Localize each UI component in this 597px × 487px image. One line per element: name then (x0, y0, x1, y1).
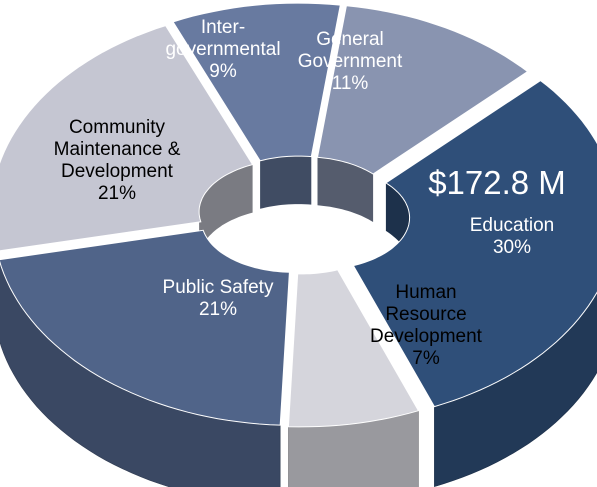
slice-inter-governmental (172, 2, 341, 162)
slice-label-line: General (316, 29, 384, 50)
slice-inner-wall (260, 156, 312, 209)
slice-label: Education 30% (470, 215, 555, 258)
slice-label-line: governmental (165, 39, 280, 60)
slice-inner-wall (199, 164, 253, 260)
slice-label: Community Maintenance & Development 21% (54, 117, 181, 204)
slice-walls (0, 156, 597, 487)
slice-label: Public Safety 21% (163, 277, 274, 320)
slice-labels: Education 30%Human Resource Development 7%Pu… (54, 17, 555, 369)
slice-label-line: 30% (493, 237, 531, 258)
slice-label-line: Human (395, 282, 456, 303)
slice-label-line: Public Safety (163, 277, 274, 298)
slice-human-resource-development (287, 269, 420, 428)
slice-label-line: Inter- (201, 17, 245, 38)
slice-label-line: 21% (98, 183, 136, 204)
slice-label-line: Development (61, 161, 174, 182)
slice-label-line: Community (69, 117, 166, 138)
slice-label-line: 9% (209, 61, 237, 82)
slice-label-line: 7% (412, 348, 440, 369)
slice-community-maintenance-development (0, 25, 254, 252)
slice-label-line: 21% (199, 299, 237, 320)
total-amount-label: $172.8 M (428, 164, 566, 201)
slice-label-line: 11% (332, 73, 369, 94)
slice-inner-wall (317, 157, 374, 222)
slice-label: Inter-governmental 9% (165, 17, 280, 82)
slice-label-line: Development (370, 326, 483, 347)
slice-label-line: Government (298, 51, 403, 72)
slice-public-safety (0, 229, 290, 426)
slice-general-government (316, 5, 529, 175)
slice-label: Human Resource Development 7% (370, 282, 483, 369)
slice-education (352, 79, 597, 408)
slice-label-line: Education (470, 215, 555, 236)
slice-label: General Government 11% (298, 29, 403, 94)
slice-label-line: Resource (385, 304, 466, 325)
slice-label-line: Maintenance & (54, 139, 181, 160)
slice-tops (0, 2, 597, 428)
